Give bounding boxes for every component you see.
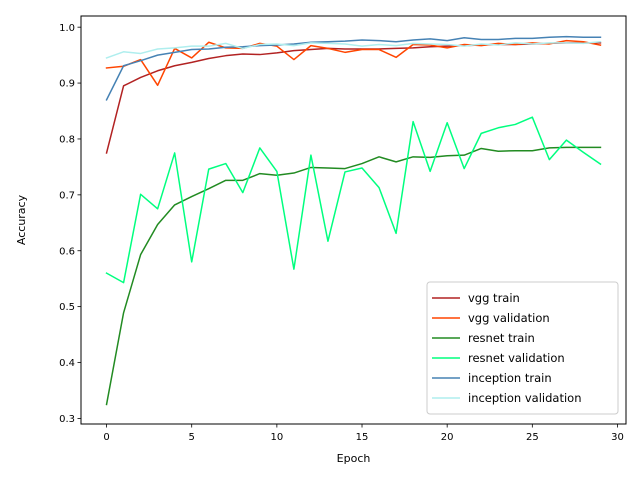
legend-entry-resnet-train: resnet train [468, 331, 535, 345]
series-line-resnet-validation [105, 116, 602, 284]
y-tick-label: 0.9 [59, 79, 75, 90]
legend-entry-vgg-validation: vgg validation [468, 311, 550, 325]
legend-box [426, 281, 619, 415]
y-tick-label: 0.3 [59, 414, 75, 425]
x-tick-label: 10 [270, 432, 283, 443]
legend-entry-inception-train: inception train [468, 371, 552, 385]
x-tick-label: 20 [441, 432, 454, 443]
y-axis-label: Accuracy [15, 194, 28, 245]
series-line-vgg-validation [105, 39, 602, 87]
y-tick-label: 0.7 [59, 190, 75, 201]
series-line-inception-train [105, 35, 602, 101]
series-line-inception-validation [105, 40, 602, 59]
legend-entry-vgg-train: vgg train [468, 291, 520, 305]
legend-entry-inception-validation: inception validation [468, 391, 581, 405]
legend: vgg train vgg validation resnet train resne… [426, 281, 619, 415]
x-tick-label: 15 [356, 432, 369, 443]
y-tick-label: 0.5 [59, 302, 75, 313]
y-axis: 0.3 0.4 0.5 0.6 0.7 0.8 0.9 1.0 [59, 23, 81, 425]
y-tick-label: 0.8 [59, 135, 75, 146]
y-tick-label: 0.4 [59, 358, 75, 369]
x-axis-label: Epoch [337, 452, 371, 465]
y-tick-label: 1.0 [59, 23, 75, 34]
series-layer [105, 35, 602, 406]
x-tick-label: 5 [189, 432, 195, 443]
legend-entry-resnet-validation: resnet validation [468, 351, 565, 365]
x-axis: 0 5 10 15 20 25 30 [103, 424, 624, 443]
x-tick-label: 30 [611, 432, 624, 443]
x-tick-label: 0 [103, 432, 109, 443]
y-tick-label: 0.6 [59, 246, 75, 257]
plot-frame [80, 15, 627, 425]
x-tick-label: 25 [526, 432, 539, 443]
series-line-resnet-train [105, 146, 602, 406]
